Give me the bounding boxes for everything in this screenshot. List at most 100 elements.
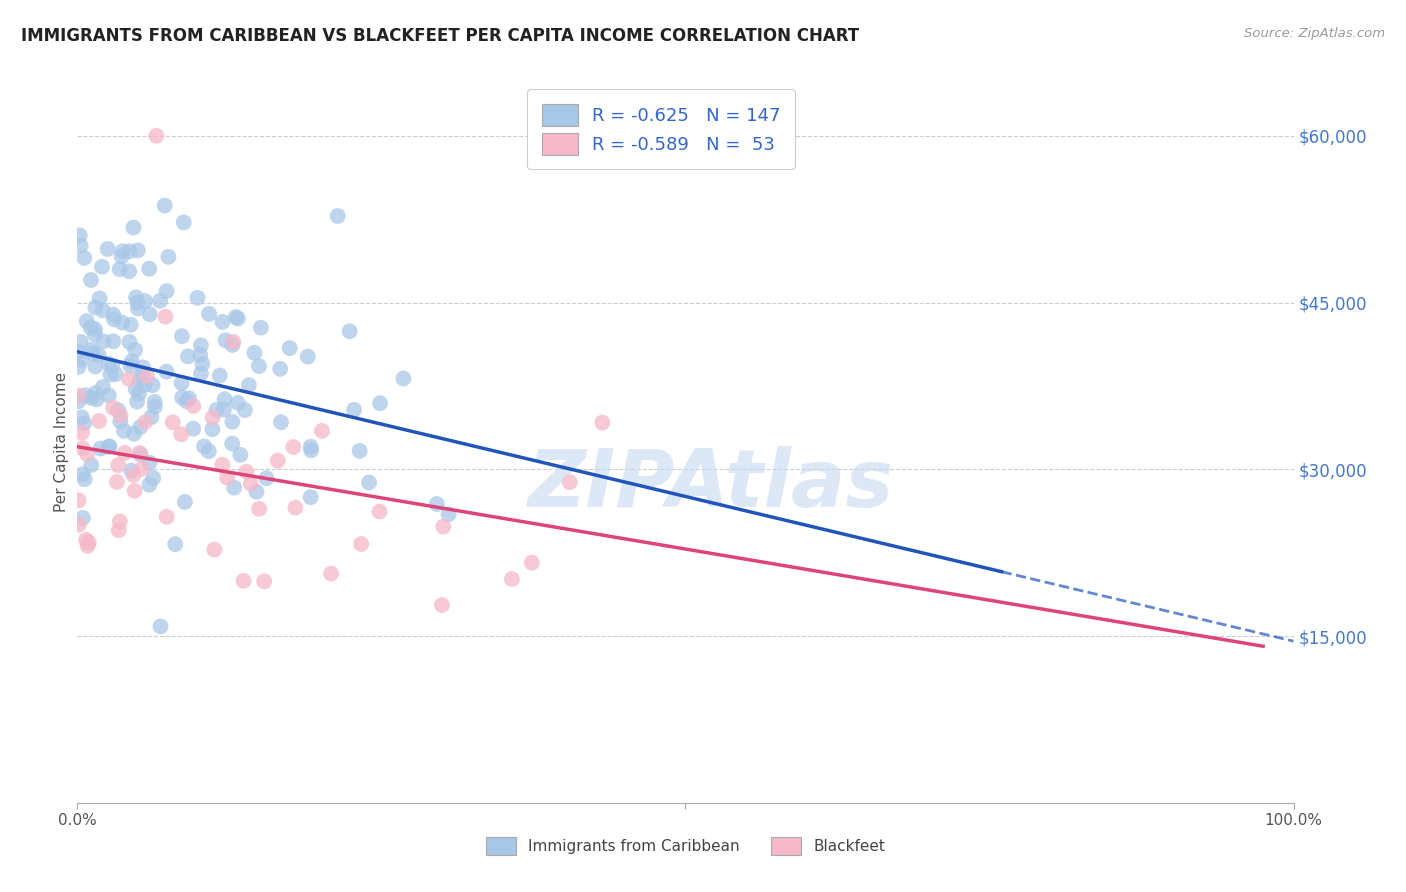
Point — [125, 290, 148, 304]
Point — [93, 334, 115, 349]
Point — [284, 500, 307, 515]
Point — [226, 311, 249, 326]
Point — [149, 619, 172, 633]
Point — [70, 410, 93, 425]
Point — [221, 415, 243, 429]
Point — [97, 357, 120, 371]
Point — [198, 307, 221, 321]
Point — [191, 357, 214, 371]
Point — [311, 424, 333, 438]
Point — [221, 338, 243, 352]
Text: IMMIGRANTS FROM CARIBBEAN VS BLACKFEET PER CAPITA INCOME CORRELATION CHART: IMMIGRANTS FROM CARIBBEAN VS BLACKFEET P… — [21, 27, 859, 45]
Point — [121, 354, 143, 368]
Y-axis label: Per Capita Income: Per Capita Income — [53, 371, 69, 512]
Point — [143, 395, 166, 409]
Point — [80, 273, 103, 287]
Point — [84, 301, 107, 315]
Point — [110, 414, 132, 428]
Point — [73, 388, 96, 402]
Point — [250, 320, 273, 334]
Point — [432, 519, 454, 533]
Point — [156, 509, 179, 524]
Point — [120, 318, 142, 332]
Point — [91, 303, 114, 318]
Point — [90, 442, 112, 456]
Point — [142, 471, 165, 485]
Point — [176, 394, 198, 409]
Point — [190, 338, 212, 352]
Point — [187, 291, 209, 305]
Point — [67, 493, 90, 508]
Point — [208, 368, 231, 383]
Point — [127, 394, 149, 409]
Point — [122, 468, 145, 483]
Point — [211, 458, 233, 472]
Point — [97, 242, 120, 256]
Point — [256, 471, 278, 485]
Point — [100, 368, 122, 382]
Point — [124, 343, 146, 357]
Point — [170, 329, 193, 343]
Point — [173, 215, 195, 229]
Point — [83, 327, 105, 342]
Point — [132, 360, 155, 375]
Point — [86, 392, 108, 407]
Point — [118, 372, 141, 386]
Point — [299, 490, 322, 504]
Point — [131, 461, 153, 475]
Point — [181, 399, 204, 413]
Point — [89, 292, 111, 306]
Point — [368, 396, 391, 410]
Point — [239, 476, 262, 491]
Point — [238, 378, 260, 392]
Point — [501, 572, 523, 586]
Point — [247, 501, 270, 516]
Point — [118, 264, 141, 278]
Point — [91, 260, 114, 274]
Point — [101, 359, 124, 373]
Point — [235, 465, 257, 479]
Point — [70, 425, 93, 440]
Point — [67, 345, 90, 359]
Point — [103, 334, 125, 349]
Point — [222, 334, 245, 349]
Point — [269, 362, 291, 376]
Point — [77, 536, 100, 550]
Point — [120, 359, 142, 373]
Point — [98, 439, 121, 453]
Point — [87, 348, 110, 362]
Point — [129, 448, 152, 462]
Point — [188, 348, 211, 362]
Point — [127, 295, 149, 310]
Point — [107, 524, 129, 538]
Point — [138, 307, 160, 321]
Point — [229, 448, 252, 462]
Point — [247, 359, 270, 373]
Point — [226, 396, 249, 410]
Point — [155, 365, 177, 379]
Point — [270, 415, 292, 429]
Point — [212, 402, 235, 417]
Point — [343, 402, 366, 417]
Point — [103, 308, 125, 322]
Point — [73, 251, 96, 265]
Text: Source: ZipAtlas.com: Source: ZipAtlas.com — [1244, 27, 1385, 40]
Point — [202, 542, 225, 557]
Point — [253, 574, 276, 589]
Point — [112, 424, 135, 438]
Point — [104, 367, 127, 381]
Point — [97, 440, 120, 454]
Point — [127, 244, 149, 258]
Point — [201, 422, 224, 436]
Point — [80, 343, 103, 357]
Point — [118, 244, 141, 259]
Point — [124, 483, 146, 498]
Point — [69, 238, 91, 252]
Point — [392, 371, 415, 385]
Point — [111, 316, 134, 330]
Point — [118, 334, 141, 349]
Point — [156, 284, 179, 298]
Point — [108, 515, 131, 529]
Point — [75, 533, 97, 547]
Point — [138, 477, 160, 491]
